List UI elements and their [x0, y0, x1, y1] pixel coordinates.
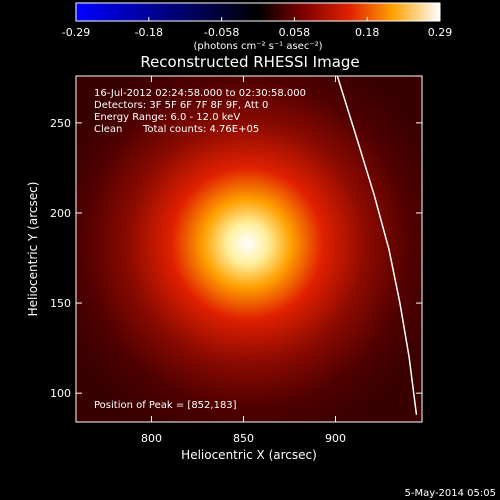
colorbar-tick-label: 0.29 — [428, 26, 453, 39]
chart-title: Reconstructed RHESSI Image — [140, 53, 359, 71]
solar-limb-line — [336, 76, 418, 415]
x-axis-ticks: 800 850 900 — [141, 76, 346, 445]
y-tick-label: 150 — [50, 297, 71, 310]
detectors-text: Detectors: 3F 5F 6F 7F 8F 9F, Att 0 — [94, 100, 268, 111]
time-range-text: 16-Jul-2012 02:24:58.000 to 02:30:58.000 — [94, 88, 306, 99]
colorbar-ticks: -0.29 -0.18 -0.058 0.058 0.18 0.29 — [62, 17, 452, 39]
colorbar-tick-label: -0.18 — [135, 26, 163, 39]
x-tick-label: 850 — [233, 432, 254, 445]
colorbar-tick-label: -0.29 — [62, 26, 90, 39]
plot-area: 800 850 900 100 150 200 250 — [50, 75, 423, 445]
colorbar-strip — [75, 2, 441, 22]
annotations: 16-Jul-2012 02:24:58.000 to 02:30:58.000… — [94, 88, 306, 411]
colorbar-tick-label: -0.058 — [204, 26, 239, 39]
colorbar-tick-label: 0.058 — [279, 26, 311, 39]
x-axis-label: Heliocentric X (arcsec) — [181, 448, 317, 462]
flare-source — [76, 76, 422, 422]
y-tick-label: 250 — [50, 117, 71, 130]
colorbar-units: (photons cm⁻² s⁻¹ asec⁻²) — [193, 41, 322, 52]
colorbar: -0.29 -0.18 -0.058 0.058 0.18 0.29 (photons c… — [62, 2, 452, 52]
y-axis-ticks: 100 150 200 250 — [50, 117, 422, 400]
colorbar-tick-label: 0.18 — [355, 26, 380, 39]
y-tick-label: 200 — [50, 207, 71, 220]
total-counts-text: Total counts: 4.76E+05 — [142, 124, 259, 135]
x-tick-label: 800 — [141, 432, 162, 445]
method-text: Clean — [94, 124, 122, 135]
y-tick-label: 100 — [50, 387, 71, 400]
plot-frame — [75, 75, 423, 423]
peak-position-text: Position of Peak = [852,183] — [94, 400, 237, 411]
x-tick-label: 900 — [325, 432, 346, 445]
y-axis-label: Heliocentric Y (arcsec) — [26, 182, 40, 317]
footer-date: 5-May-2014 05:05 — [404, 488, 496, 499]
energy-range-text: Energy Range: 6.0 - 12.0 keV — [94, 112, 240, 123]
